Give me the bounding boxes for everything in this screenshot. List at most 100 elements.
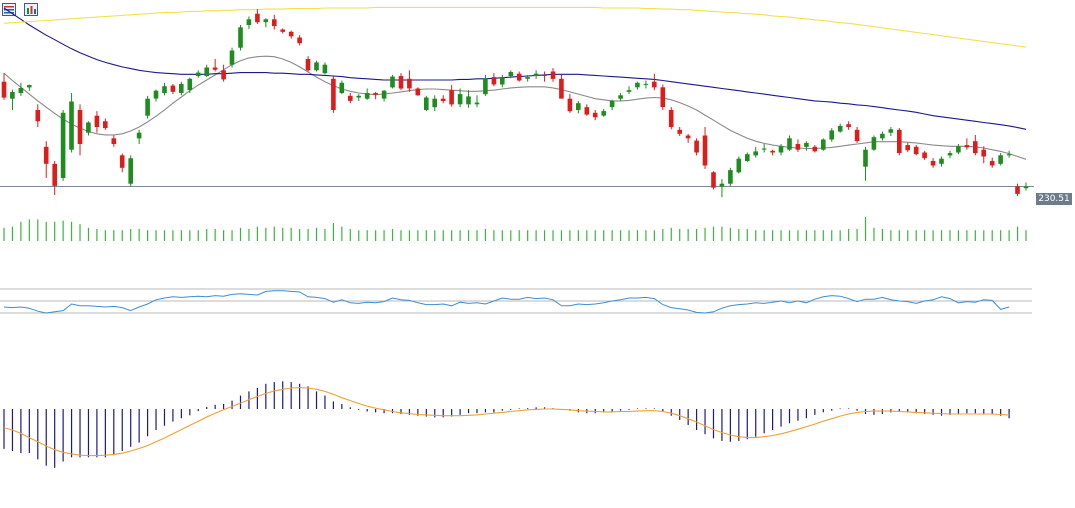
candle-body — [27, 85, 32, 88]
candle-body — [297, 37, 302, 44]
candle-body — [500, 77, 505, 85]
candle-body — [60, 112, 66, 178]
candle-body — [728, 170, 733, 184]
candle-body — [440, 98, 446, 101]
candle-body — [660, 87, 666, 108]
candle-body — [525, 77, 530, 79]
candle-body — [964, 145, 970, 148]
candle-body — [626, 90, 632, 92]
volume-histogram — [3, 217, 1027, 241]
candle-body — [812, 146, 818, 152]
candle-body — [973, 141, 978, 154]
candle-body — [263, 19, 269, 23]
candle-body — [643, 83, 649, 85]
candle-body — [694, 140, 699, 153]
candle-body — [457, 94, 463, 105]
candle-body — [204, 67, 209, 76]
candle-body — [998, 155, 1003, 164]
candle-body — [685, 135, 691, 139]
candle-body — [128, 158, 133, 184]
candle-body — [787, 138, 792, 150]
chart-properties-icon[interactable] — [24, 3, 38, 16]
rsi-line — [3, 290, 1010, 314]
sma-slow-line — [3, 6, 1027, 48]
candle-body — [804, 142, 809, 147]
chart-list-icon[interactable] — [2, 3, 16, 16]
candle-body — [550, 71, 556, 79]
candle-body — [930, 161, 936, 166]
candle-body — [103, 121, 108, 129]
candle-body — [989, 161, 995, 166]
candle-body — [922, 152, 927, 159]
candle-body — [702, 135, 708, 166]
candle-body — [711, 172, 716, 188]
candle-body — [609, 100, 615, 108]
candle-body — [542, 74, 547, 76]
candle-body — [381, 90, 387, 99]
candle-body — [272, 19, 277, 27]
candle-body — [981, 149, 986, 157]
sma-mid-line — [3, 7, 1027, 130]
candle-body — [212, 67, 218, 70]
candle-body — [559, 78, 564, 99]
candle-body — [677, 129, 682, 134]
candle-body — [533, 73, 539, 76]
candle-body — [592, 112, 598, 118]
candle-body — [145, 98, 150, 116]
candle-body — [407, 78, 412, 89]
candle-body — [314, 62, 319, 71]
candle-body — [10, 91, 15, 99]
candle-body — [635, 82, 640, 88]
rsi-line — [3, 290, 1010, 314]
candle-body — [888, 129, 894, 133]
candle-body — [897, 129, 902, 153]
moving-averages — [3, 6, 1027, 160]
candle-body — [652, 81, 657, 88]
candle-body — [854, 129, 860, 142]
macd-signal-line — [3, 387, 1010, 457]
candle-body — [221, 70, 226, 80]
candle-body — [880, 133, 885, 139]
candle-body — [288, 31, 294, 37]
candle-body — [837, 125, 843, 132]
candle-body — [1015, 186, 1020, 194]
sma-fast-line — [3, 55, 1027, 160]
candle-body — [913, 146, 919, 155]
candle-body — [761, 148, 767, 150]
candle-body — [956, 146, 961, 153]
candle-body — [170, 85, 176, 92]
candle-body — [939, 158, 944, 164]
candle-body — [18, 87, 24, 93]
macd-signal-line — [3, 387, 1010, 457]
candle-body — [322, 64, 328, 74]
candle-body — [567, 98, 573, 112]
candle-body — [1006, 154, 1012, 156]
candle-body — [119, 155, 125, 168]
candle-body — [821, 139, 826, 150]
candle-body — [432, 98, 437, 108]
candle-body — [398, 76, 404, 89]
candle-body — [52, 163, 57, 186]
candle-body — [601, 111, 606, 116]
candle-body — [668, 110, 674, 127]
candle-body — [179, 83, 184, 93]
toolbar — [2, 3, 38, 19]
candle-body — [508, 72, 514, 76]
candle-body — [195, 72, 201, 76]
candle-body — [43, 146, 49, 164]
candle-body — [719, 183, 725, 187]
rsi-level-lines — [0, 288, 1032, 314]
candle-body — [339, 82, 345, 93]
candle-body — [153, 90, 159, 99]
candle-body — [86, 122, 91, 133]
candle-body — [466, 96, 471, 105]
candle-body — [69, 101, 74, 150]
candle-body — [1, 81, 7, 98]
candle-body — [491, 77, 497, 85]
candle-body — [348, 95, 353, 101]
candle-body — [246, 19, 252, 25]
candle-body — [111, 138, 117, 144]
candle-body — [415, 88, 421, 96]
candle-body — [1023, 186, 1029, 189]
